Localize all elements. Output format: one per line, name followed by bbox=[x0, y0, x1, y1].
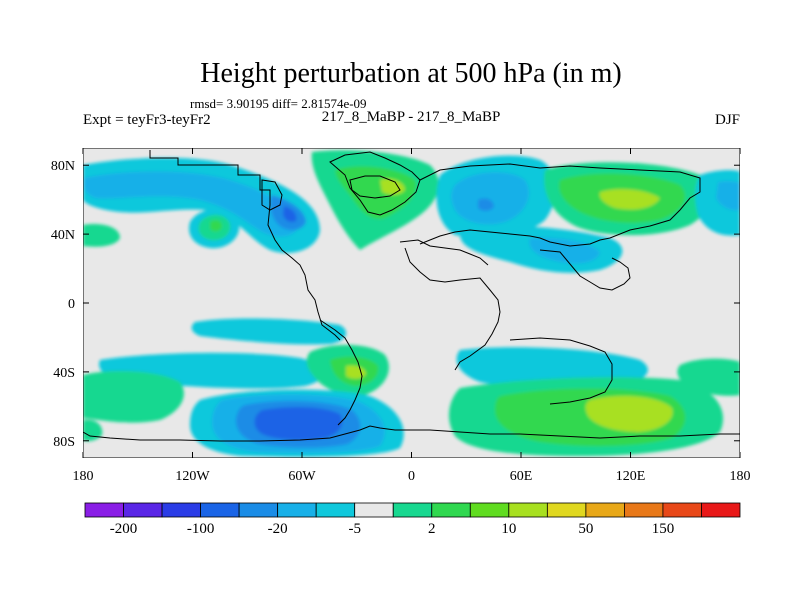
colorbar-label: -100 bbox=[187, 521, 215, 537]
colorbar-label: 50 bbox=[578, 521, 593, 537]
contour-pos-left bbox=[83, 224, 120, 247]
coast-africa bbox=[404, 247, 501, 371]
lat-tick-label: 80S bbox=[53, 435, 75, 450]
contour-pos-atlantic-mid bbox=[335, 166, 416, 219]
lon-tick-label: 60E bbox=[510, 469, 533, 484]
colorbar-swatch bbox=[84, 502, 124, 518]
lon-tick-label: 120E bbox=[616, 469, 646, 484]
lon-tick-label: 180 bbox=[730, 469, 751, 484]
coast-greenland bbox=[329, 151, 421, 216]
season-label: DJF bbox=[715, 112, 740, 128]
figure-title: Height perturbation at 500 hPa (in m) bbox=[200, 58, 621, 89]
stats-line: rmsd= 3.90195 diff= 2.81574e-09 bbox=[190, 96, 367, 111]
coast-asia-south bbox=[539, 249, 631, 291]
colorbar-swatch bbox=[701, 502, 741, 518]
colorbar-swatch bbox=[277, 502, 317, 518]
lon-tick-label: 120W bbox=[175, 469, 210, 484]
colorbar-swatch bbox=[161, 502, 201, 518]
colorbar-label: -200 bbox=[110, 521, 138, 537]
lat-tick-label: 40N bbox=[51, 228, 75, 243]
colorbar-swatch bbox=[624, 502, 664, 518]
colorbar-swatch bbox=[546, 502, 587, 518]
colorbar-swatch bbox=[508, 502, 548, 518]
colorbar-label: 2 bbox=[428, 521, 436, 537]
colorbar-swatch bbox=[123, 502, 163, 518]
lat-tick-label: 0 bbox=[68, 297, 75, 312]
coast-hudson bbox=[261, 179, 283, 211]
coast-europe-asia bbox=[419, 163, 701, 247]
contour-neg-east-mid bbox=[716, 181, 740, 211]
contour-neg-tropic bbox=[191, 318, 347, 345]
contour-pos-pacific-core bbox=[599, 189, 660, 210]
colorbar: -200 -100 -20 -5 2 10 50 150 bbox=[84, 502, 741, 537]
lon-tick-label: 180 bbox=[73, 469, 94, 484]
contour-pos-south-big-core bbox=[585, 395, 673, 432]
coast-australia bbox=[509, 337, 613, 405]
contour-neg-antarctic-deep bbox=[254, 406, 343, 441]
contour-neg-eurasia-mid bbox=[451, 172, 529, 225]
colorbar-swatch bbox=[354, 502, 394, 518]
contour-pos-sh-atl-core bbox=[346, 365, 366, 379]
coast-med bbox=[399, 239, 489, 266]
colorbar-swatch bbox=[585, 502, 625, 518]
map-plot-area bbox=[83, 148, 740, 458]
colorbar-swatch bbox=[200, 502, 240, 518]
lat-tick-label: 40S bbox=[53, 366, 75, 381]
colorbar-swatch bbox=[238, 502, 279, 518]
case-label: 217_8_MaBP - 217_8_MaBP bbox=[322, 109, 501, 125]
colorbar-label: -5 bbox=[348, 521, 361, 537]
lon-tick-label: 0 bbox=[408, 469, 415, 484]
axis-ticks: 180 120W 60W 0 60E 120E 180 80N 40N 0 40S 80S bbox=[51, 148, 751, 484]
contour-pos-sh-west bbox=[83, 370, 184, 423]
colorbar-swatch bbox=[431, 502, 471, 518]
contour-neg-mid bbox=[84, 171, 300, 237]
contour-neg-eurasia-core bbox=[478, 198, 494, 211]
coast-antarctica bbox=[83, 425, 740, 442]
colorbar-label: 10 bbox=[501, 521, 516, 537]
contour-neg-core2 bbox=[283, 206, 297, 223]
colorbar-swatch bbox=[662, 502, 702, 518]
coast-inner-greenland bbox=[349, 175, 401, 199]
experiment-label: Expt = teyFr3-teyFr2 bbox=[83, 112, 211, 128]
coast-south-america bbox=[319, 319, 363, 426]
colorbar-label: -20 bbox=[268, 521, 288, 537]
lon-tick-label: 60W bbox=[288, 469, 316, 484]
colorbar-swatch bbox=[315, 502, 356, 518]
colorbar-swatch bbox=[469, 502, 510, 518]
contour-pos-left-edge bbox=[83, 419, 103, 442]
contour-pos-blob-inner bbox=[210, 219, 222, 232]
colorbar-swatch bbox=[392, 502, 433, 518]
colorbar-label: 150 bbox=[652, 521, 675, 537]
contour-neg-asia-mid bbox=[529, 237, 600, 264]
lat-tick-label: 80N bbox=[51, 159, 75, 174]
coast-north-america bbox=[149, 150, 341, 341]
coastlines bbox=[83, 150, 740, 442]
